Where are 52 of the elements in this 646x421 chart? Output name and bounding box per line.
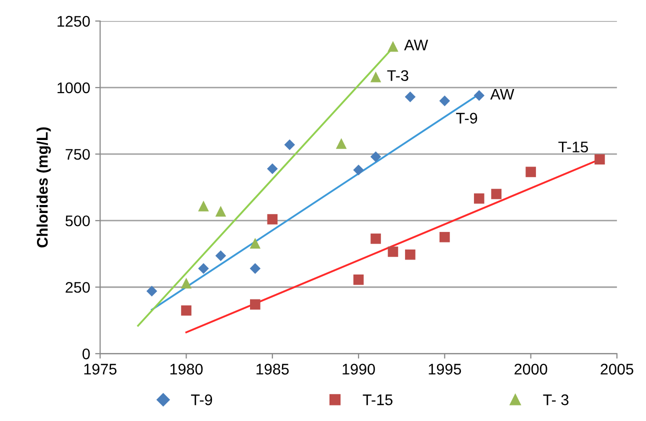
y-tick-label: 500 — [66, 215, 90, 226]
y-tick-label: 250 — [66, 282, 90, 293]
point — [491, 188, 502, 200]
point — [250, 263, 261, 274]
annotation: AW — [404, 40, 428, 50]
point — [267, 163, 278, 174]
point — [198, 200, 209, 212]
y-tick-label: 750 — [66, 148, 90, 160]
point — [594, 154, 605, 165]
legend-label: T-15 — [362, 394, 392, 406]
point — [439, 95, 450, 106]
annotation: AW — [490, 88, 514, 100]
point — [284, 139, 296, 150]
point — [370, 72, 382, 82]
point — [146, 286, 158, 296]
point — [353, 274, 364, 285]
point — [404, 92, 416, 102]
x-tick-label: 1995 — [428, 364, 462, 375]
point — [388, 246, 398, 257]
x-tick-label: 1985 — [256, 364, 289, 375]
point — [474, 193, 484, 204]
x-tick-label: 1990 — [342, 364, 375, 375]
point — [267, 214, 278, 224]
y-tick-label: 1250 — [58, 16, 90, 27]
point — [180, 278, 192, 289]
point — [250, 299, 260, 310]
annotation: T-15 — [558, 142, 588, 152]
y-tick-label: 0 — [82, 348, 90, 360]
legend-label: T-9 — [191, 394, 212, 406]
point — [370, 234, 381, 244]
point — [388, 40, 398, 52]
y-axis-title: Chlorides (mg/L) — [36, 127, 51, 248]
point — [215, 250, 226, 262]
point — [181, 305, 192, 316]
x-tick-label: 1980 — [170, 364, 203, 375]
legend-label: T- 3 — [543, 394, 568, 406]
annotation: T-9 — [456, 112, 478, 124]
point — [405, 250, 416, 260]
point — [336, 138, 347, 149]
point — [370, 151, 382, 162]
point — [215, 206, 226, 217]
point — [250, 238, 261, 249]
y-tick-label: 1000 — [58, 82, 90, 94]
point — [353, 164, 364, 176]
point — [440, 232, 450, 242]
x-tick-label: 1975 — [84, 364, 116, 375]
annotation: T-3 — [387, 70, 408, 82]
x-tick-label: 2000 — [514, 364, 548, 375]
point — [198, 263, 209, 274]
point — [526, 166, 536, 178]
point — [474, 90, 484, 101]
x-tick-label: 2005 — [600, 364, 634, 375]
